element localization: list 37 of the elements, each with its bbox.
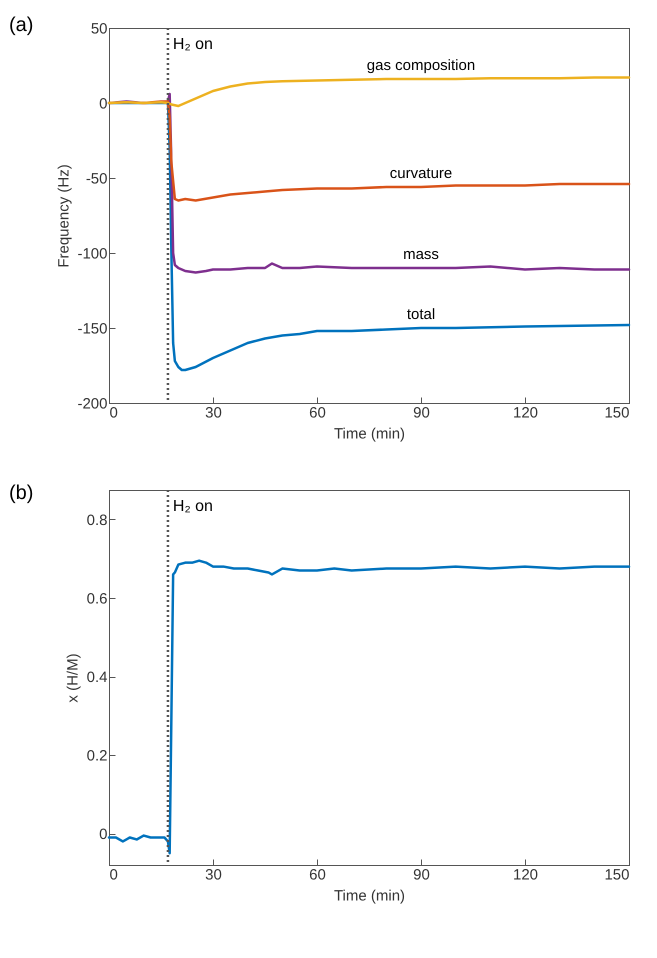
y-tick-label: -50 [86, 170, 108, 188]
x-tick-label: 60 [309, 866, 326, 884]
chart-title: (a) [9, 14, 34, 36]
line-series [108, 76, 630, 108]
y-tick-label: 0.6 [86, 590, 108, 608]
line-series [108, 559, 630, 854]
x-tick-label: 30 [205, 404, 222, 422]
x-tick-label: 90 [413, 404, 430, 422]
y-tick-label: 0.4 [86, 669, 108, 686]
y-tick-label: 50 [90, 20, 108, 38]
y-tick-label: -100 [77, 246, 108, 262]
x-tick-label: 0 [110, 404, 118, 422]
x-tick-label: 90 [413, 866, 430, 884]
y-tick-label: -200 [77, 396, 108, 412]
y-tick-label: 0.8 [86, 512, 108, 529]
y-tick-label: 0 [99, 826, 108, 844]
y-tick-label: 0.2 [86, 748, 108, 765]
x-tick-label: 30 [205, 866, 222, 884]
ref-line-label: H₂ on [172, 498, 213, 515]
series-label: gas composition [366, 57, 476, 74]
x-tick-label: 150 [604, 866, 630, 884]
x-tick-label: 150 [604, 404, 630, 422]
y-tick-label: 0 [99, 96, 108, 112]
series-label: total [406, 306, 436, 323]
x-tick-label: 120 [512, 866, 538, 884]
series-label: mass [403, 246, 439, 263]
x-tick-label: 120 [512, 404, 538, 422]
x-axis-title: Time (min) [334, 426, 406, 442]
y-axis-title: Frequency (Hz) [55, 164, 72, 268]
ref-line-label: H₂ on [172, 36, 213, 53]
chart-title: (b) [9, 482, 34, 504]
x-tick-label: 0 [110, 866, 118, 884]
series-label: curvature [390, 165, 452, 182]
x-tick-label: 60 [309, 404, 326, 422]
x-axis-title: Time (min) [334, 888, 406, 904]
y-tick-label: -150 [77, 320, 108, 338]
y-axis-title: x (H/M) [64, 653, 82, 703]
